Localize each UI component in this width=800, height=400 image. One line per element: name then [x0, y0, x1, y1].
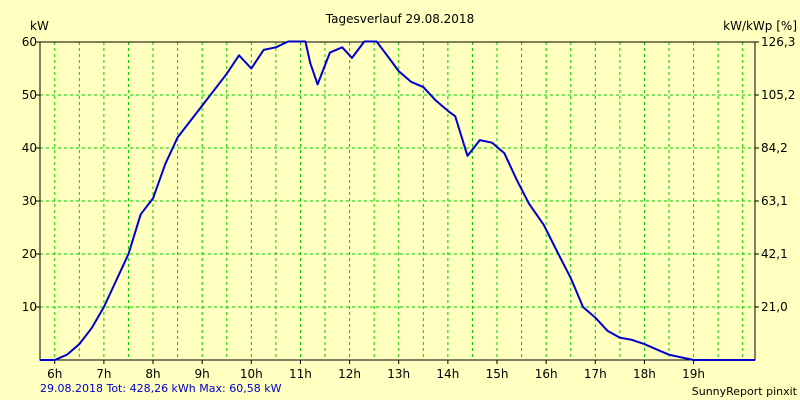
x-tick-label: 14h: [436, 367, 459, 381]
chart-title: Tagesverlauf 29.08.2018: [325, 12, 474, 26]
y-tick-label-right: 84,2: [761, 141, 788, 155]
footer-credit: SunnyReport pinxit: [692, 385, 798, 398]
power-series: [39, 40, 756, 361]
x-tick-label: 11h: [289, 367, 312, 381]
x-tick-label: 6h: [47, 367, 62, 381]
y-tick-label-left: 30: [22, 194, 37, 208]
y-axis-label-left: kW: [30, 19, 49, 33]
footer-summary: 29.08.2018 Tot: 428,26 kWh Max: 60,58 kW: [40, 382, 282, 395]
x-tick-labels: 6h 7h 8h 9h 10h 11h 12h 13h 14h 15h 16h 17h 18h 19h: [47, 367, 705, 381]
tick-marks: [36, 41, 759, 364]
y-tick-label-right: 105,2: [761, 88, 795, 102]
y-tick-label-left: 20: [22, 247, 37, 261]
y-tick-labels-right: 21,0 42,1 63,1 84,2 105,2 126,3: [761, 35, 795, 314]
y-tick-labels-left: 10 20 30 40 50 60: [22, 35, 37, 314]
x-tick-label: 12h: [338, 367, 361, 381]
x-tick-label: 16h: [535, 367, 558, 381]
y-tick-label-left: 60: [22, 35, 37, 49]
y-tick-label-right: 63,1: [761, 194, 788, 208]
grid-lines: [40, 41, 755, 360]
x-tick-label: 15h: [486, 367, 509, 381]
x-tick-label: 13h: [387, 367, 410, 381]
x-tick-label: 17h: [584, 367, 607, 381]
x-tick-label: 18h: [633, 367, 656, 381]
x-tick-label: 7h: [96, 367, 111, 381]
y-tick-label-left: 10: [22, 300, 37, 314]
x-tick-label: 19h: [682, 367, 705, 381]
y-tick-label-right: 21,0: [761, 300, 788, 314]
x-tick-label: 8h: [145, 367, 160, 381]
y-tick-label-left: 40: [22, 141, 37, 155]
y-axis-label-right: kW/kWp [%]: [723, 19, 797, 33]
x-tick-label: 10h: [240, 367, 263, 381]
y-tick-label-right: 126,3: [761, 35, 795, 49]
x-tick-label: 9h: [195, 367, 210, 381]
y-tick-label-left: 50: [22, 88, 37, 102]
y-tick-label-right: 42,1: [761, 247, 788, 261]
